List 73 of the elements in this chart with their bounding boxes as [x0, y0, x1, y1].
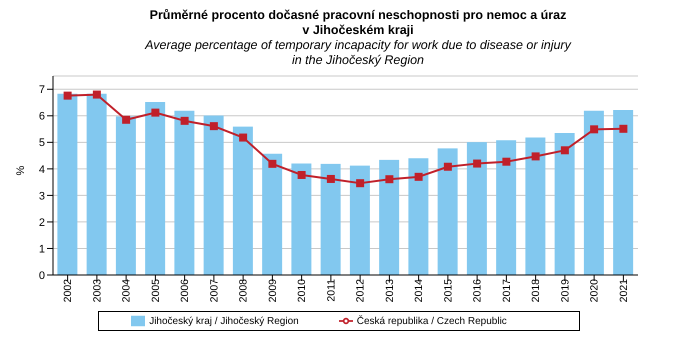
point	[92, 90, 101, 99]
x-tick-label: 2013	[384, 278, 396, 302]
point	[502, 158, 510, 166]
x-tick-label: 2009	[266, 278, 279, 302]
point	[414, 172, 423, 181]
bar	[204, 116, 224, 275]
bar	[466, 142, 487, 275]
x-tick-label: 2010	[296, 278, 308, 302]
y-tick-label: 2	[38, 216, 45, 229]
x-tick-label: 2004	[120, 278, 133, 302]
y-axis-title: %	[14, 166, 27, 176]
x-tick-label: 2007	[208, 278, 220, 302]
bar	[232, 126, 253, 275]
y-tick-label: 5	[38, 137, 45, 150]
chart-title: Průměrné procento dočasné pracovní neschopnosti pro nemoc a úraz v Jihočeském kraji	[148, 8, 568, 38]
bar	[86, 94, 107, 275]
bar	[525, 138, 546, 275]
bar	[320, 164, 341, 275]
point	[268, 160, 276, 168]
bar	[554, 133, 575, 275]
x-tick-label: 2012	[354, 278, 367, 302]
point	[590, 125, 598, 134]
x-tick-label: 2011	[325, 278, 338, 302]
bar	[496, 140, 516, 275]
bar	[291, 164, 312, 275]
point	[64, 92, 72, 100]
x-tick-label: 2021	[618, 278, 630, 302]
x-tick-label: 2015	[442, 278, 454, 302]
point	[532, 152, 540, 160]
bar	[613, 110, 634, 275]
legend-label: Jihočeský kraj / Jihočeský Region	[149, 316, 299, 327]
point	[444, 162, 452, 171]
y-tick-label: 4	[38, 164, 45, 176]
point	[385, 175, 394, 184]
legend-label: Česká republika / Czech Republic	[356, 316, 507, 327]
bar	[174, 110, 194, 275]
y-tick-label: 3	[38, 190, 45, 202]
y-tick-label: 6	[38, 110, 45, 123]
point	[210, 122, 218, 130]
point	[326, 174, 335, 183]
x-tick-label: 2017	[500, 278, 513, 302]
bar	[145, 102, 166, 275]
bar	[408, 158, 428, 275]
bar	[438, 148, 458, 275]
point	[239, 134, 248, 142]
x-tick-label: 2005	[150, 278, 162, 302]
x-tick-label: 2014	[413, 278, 426, 302]
point	[298, 170, 306, 179]
y-tick-label: 7	[38, 84, 45, 96]
bar	[584, 110, 604, 275]
x-tick-label: 2006	[179, 278, 192, 302]
point	[473, 160, 482, 168]
bar	[350, 166, 370, 275]
bar	[57, 94, 78, 275]
point	[151, 108, 160, 117]
x-tick-label: 2002	[62, 278, 74, 302]
bar	[379, 160, 400, 275]
x-tick-label: 2019	[559, 278, 572, 302]
x-tick-label: 2016	[472, 278, 484, 302]
point	[122, 116, 130, 124]
bar	[262, 154, 282, 275]
point	[356, 179, 364, 188]
x-tick-label: 2008	[238, 278, 250, 302]
point	[619, 124, 628, 133]
y-tick-label: 0	[38, 270, 45, 282]
point	[560, 146, 569, 154]
x-tick-label: 2020	[588, 278, 601, 302]
y-tick-label: 1	[38, 243, 45, 256]
bar	[116, 116, 136, 275]
chart-subtitle: Average percentage of temporary incapacity for work due to disease or injury in the Jihočeský Region	[144, 38, 572, 68]
x-tick-label: 2003	[91, 278, 104, 302]
point	[180, 116, 189, 125]
x-tick-label: 2018	[530, 278, 542, 302]
